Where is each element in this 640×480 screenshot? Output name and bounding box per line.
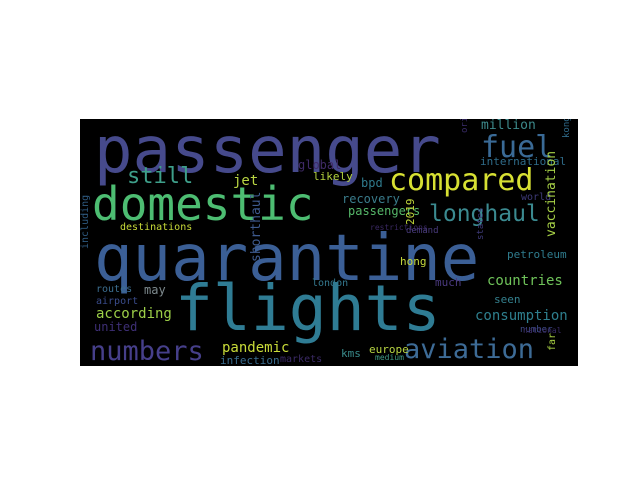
- word-still: still: [127, 164, 194, 189]
- word-passengers: passengers: [348, 204, 421, 218]
- word-europe: europe: [369, 343, 409, 356]
- word-passenger: passenger: [94, 119, 441, 188]
- word-destinations: destinations: [120, 222, 193, 233]
- word-bpd: bpd: [361, 176, 383, 190]
- word-compared: compared: [389, 163, 534, 198]
- word-recovery: recovery: [342, 192, 400, 206]
- word-kong: kong: [562, 119, 572, 138]
- word-states: states: [476, 207, 486, 240]
- word-much: much: [435, 276, 462, 289]
- word-far: far: [547, 332, 558, 351]
- word-routes: routes: [96, 284, 133, 295]
- word-national: national: [523, 326, 562, 335]
- word-demand: demand: [406, 226, 439, 236]
- word-restrictions: restrictions: [370, 223, 428, 232]
- word-domestic: domestic: [92, 177, 314, 231]
- word-international: international: [480, 155, 567, 168]
- word-global: global: [298, 158, 342, 172]
- word-medium: medium: [375, 353, 404, 362]
- word-infection: infection: [220, 354, 280, 366]
- word-origin: origin: [460, 119, 470, 133]
- word-hong: hong: [400, 255, 427, 268]
- word-quarantine: quarantine: [94, 222, 480, 296]
- word-airport: airport: [96, 296, 139, 307]
- word-number: number: [520, 325, 553, 335]
- word-numbers: numbers: [90, 336, 204, 366]
- word-countries: countries: [487, 273, 563, 289]
- word-likely: likely: [313, 170, 353, 183]
- word-seen: seen: [494, 293, 521, 306]
- word-may: may: [144, 283, 166, 297]
- word-consumption: consumption: [475, 308, 568, 324]
- word-london: london: [312, 278, 349, 289]
- word-according: according: [96, 306, 172, 322]
- word-vaccination: vaccination: [544, 150, 559, 237]
- word-jet: jet: [233, 173, 259, 189]
- word-markets: markets: [280, 354, 323, 365]
- word-world: world: [521, 192, 552, 203]
- word-longhaul: longhaul: [429, 201, 540, 227]
- word-pandemic: pandemic: [222, 340, 290, 356]
- word-cloud: passenger quarantine flights domestic co…: [80, 119, 578, 366]
- word-aviation: aviation: [404, 334, 535, 365]
- word-united: united: [94, 320, 138, 334]
- word-petroleum: petroleum: [507, 248, 567, 261]
- word-million: million: [481, 119, 536, 133]
- word-2019: 2019: [404, 198, 417, 226]
- word-including: including: [80, 194, 91, 249]
- word-fuel: fuel: [481, 130, 554, 165]
- word-flights: flights: [175, 272, 441, 345]
- word-kms: kms: [341, 347, 361, 360]
- word-shorthaul: shorthaul: [249, 191, 264, 262]
